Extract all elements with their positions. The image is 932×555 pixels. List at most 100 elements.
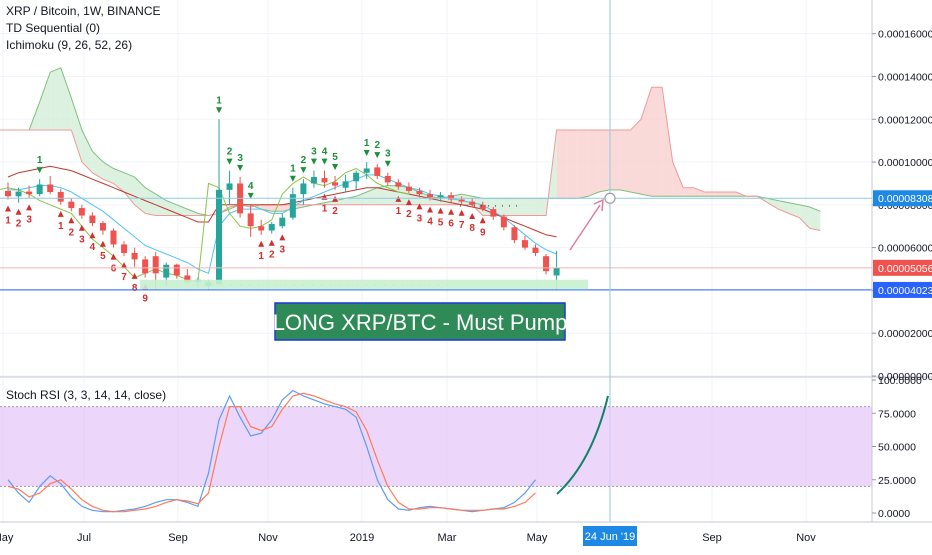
- forecast-arrow: [569, 204, 601, 251]
- td-sell-arrow: [99, 240, 106, 247]
- price-tick-label: 0.00000000: [878, 371, 932, 383]
- indicator-ichimoku-legend[interactable]: Ichimoku (9, 26, 52, 26): [6, 38, 133, 52]
- candle-body: [142, 259, 149, 274]
- candle-body: [68, 201, 75, 209]
- cloud-segment: [366, 187, 378, 205]
- time-tick-label: Jul: [77, 532, 91, 544]
- td-sell-count: 2: [269, 250, 275, 261]
- candle-body: [47, 184, 54, 192]
- candle-body: [36, 184, 43, 195]
- price-tick-label: 0.00006000: [878, 243, 932, 255]
- td-sell-arrow: [437, 207, 444, 214]
- cloud-segment: [187, 209, 198, 216]
- td-sell-arrow: [89, 232, 96, 239]
- candle-body: [332, 182, 339, 186]
- crosshair-point: [604, 192, 616, 204]
- crosshair-time-bg: [583, 526, 637, 546]
- cloud-segment: [683, 187, 694, 197]
- td-buy-count: 3: [311, 147, 317, 158]
- price-tick-label: 0.00010000: [878, 157, 932, 169]
- td-buy-count: 1: [290, 164, 296, 175]
- td-sell-count: 1: [58, 221, 64, 232]
- stoch-tick-label: 50.0000: [878, 442, 916, 454]
- cloud-segment: [81, 129, 93, 173]
- td-sell-count: 3: [417, 213, 423, 224]
- cloud-segment: [176, 204, 188, 216]
- candle-body: [78, 208, 85, 216]
- cloud-segment: [609, 129, 620, 190]
- td-buy-arrow: [374, 152, 381, 159]
- candle-body: [321, 178, 328, 183]
- td-sell-arrow: [131, 272, 138, 279]
- candle-body: [279, 217, 286, 227]
- cloud-segment: [767, 198, 779, 210]
- forecast-curve: [556, 395, 609, 495]
- td-buy-count: 3: [237, 153, 243, 164]
- price-tick-label: 0.00002000: [878, 328, 932, 340]
- stoch-tick-label: 25.0000: [878, 475, 916, 487]
- cloud-segment: [92, 151, 103, 180]
- time-tick-label: Mar: [438, 532, 457, 544]
- time-tick-label: May: [0, 532, 14, 544]
- td-buy-count: 2: [374, 140, 380, 151]
- candle-body: [469, 201, 476, 205]
- td-sell-arrow: [279, 234, 286, 241]
- td-buy-count: 4: [248, 181, 254, 192]
- td-sell-arrow: [479, 217, 486, 224]
- td-sell-arrow: [121, 262, 128, 269]
- td-sell-count: 5: [100, 251, 106, 262]
- price-axis[interactable]: 0.00016000 0.00014000 0.00012000 0.00010000…: [871, 0, 932, 522]
- td-sell-count: 2: [69, 227, 75, 238]
- td-sell-arrow: [332, 195, 339, 202]
- cloud-segment: [778, 200, 789, 214]
- candle-body: [5, 190, 11, 197]
- cloud-segment: [514, 198, 525, 216]
- candle-body: [121, 244, 128, 253]
- cloud-segment: [577, 129, 589, 199]
- cloud-segment: [588, 129, 599, 197]
- indicator-td-legend[interactable]: TD Sequential (0): [6, 21, 101, 35]
- td-sell-count: 7: [121, 272, 127, 283]
- cloud-segment: [503, 198, 515, 216]
- candle-body: [384, 175, 391, 183]
- cloud-segment: [71, 97, 82, 163]
- td-buy-arrow: [310, 158, 317, 165]
- support-zone: [140, 279, 588, 290]
- td-sell-count: 2: [16, 219, 22, 230]
- td-buy-arrow: [237, 165, 244, 172]
- cloud-segment: [124, 172, 135, 205]
- price-label: 0.00008308: [878, 193, 932, 205]
- candle-body: [500, 216, 507, 228]
- candle-body: [490, 209, 497, 217]
- td-sell-arrow: [258, 240, 265, 247]
- cloud-segment: [799, 204, 810, 229]
- price-tick-label: 0.00016000: [878, 29, 932, 41]
- td-sell-arrow: [416, 203, 423, 210]
- td-sell-count: 2: [406, 209, 412, 220]
- candle-body: [374, 167, 381, 176]
- annotation-banner: [274, 302, 566, 341]
- time-tick-label: Sep: [702, 532, 722, 544]
- td-buy-arrow: [289, 175, 296, 182]
- candlestick-series: [5, 119, 560, 291]
- td-sell-count: 5: [438, 218, 444, 229]
- td-sell-count: 4: [90, 242, 96, 253]
- candle-body: [437, 195, 444, 198]
- cloud-segment: [630, 119, 641, 195]
- td-buy-count: 2: [301, 155, 307, 166]
- td-sell-arrow: [469, 212, 476, 219]
- cloud-segment: [50, 67, 61, 130]
- candle-body: [216, 189, 222, 284]
- time-axis[interactable]: May Jul Sep Nov 2019 Mar May Sep Nov 24 Jun '19: [0, 521, 932, 546]
- price-label-bg: [873, 259, 932, 276]
- td-sell-arrow: [448, 208, 455, 215]
- td-buy-arrow: [332, 163, 339, 170]
- indicator-stoch-legend[interactable]: Stoch RSI (3, 3, 14, 14, close): [6, 388, 167, 402]
- time-tick-label: May: [527, 532, 548, 544]
- time-tick-label: 2019: [350, 532, 374, 544]
- symbol-title[interactable]: XRP / Bitcoin, 1W, BINANCE: [6, 4, 161, 18]
- candle-body: [268, 224, 275, 231]
